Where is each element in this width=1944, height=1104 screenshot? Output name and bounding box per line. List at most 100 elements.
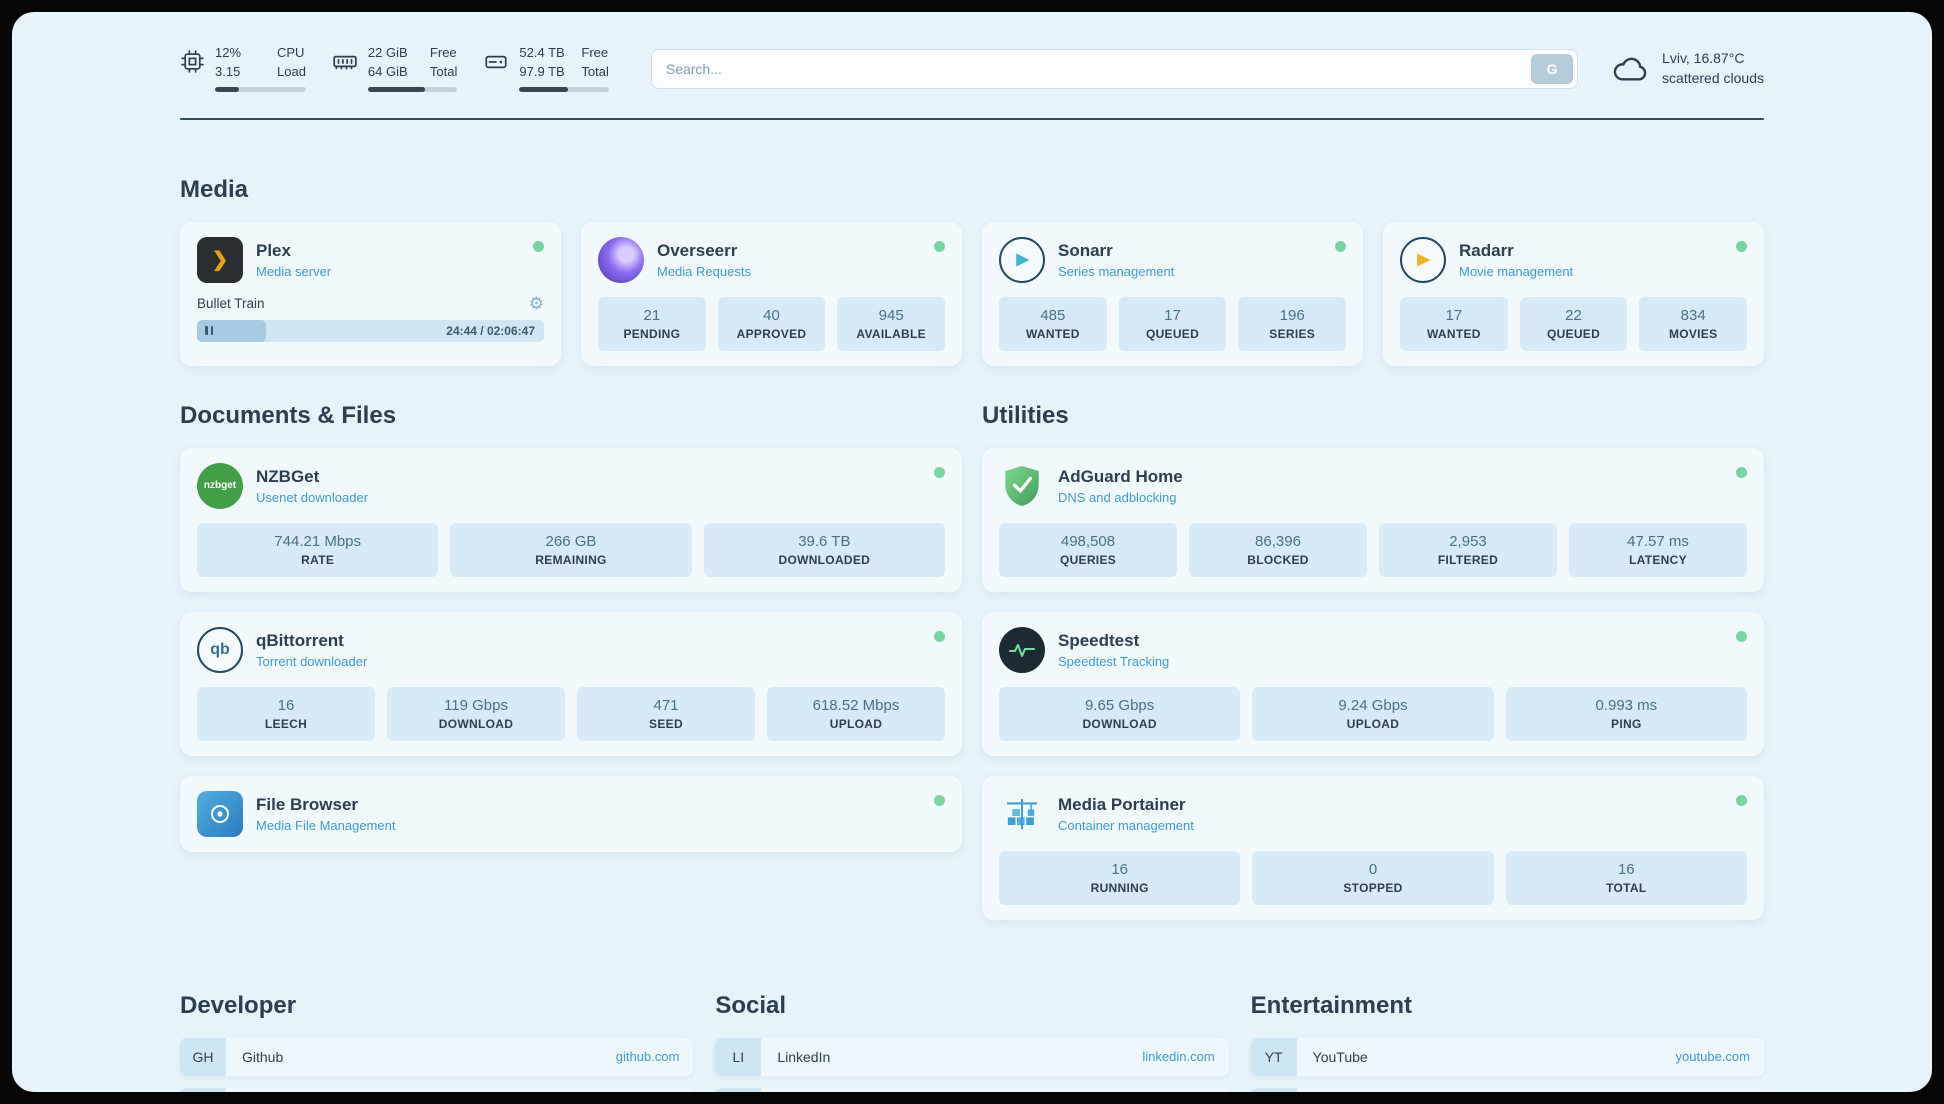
service-subtitle: Media Requests xyxy=(657,263,751,279)
service-card-portainer[interactable]: Media Portainer Container management 16 … xyxy=(982,775,1764,920)
cpu-load-label: Load xyxy=(277,63,306,79)
status-dot xyxy=(934,466,945,478)
gear-icon[interactable]: ⚙ xyxy=(528,293,544,313)
filebrowser-icon xyxy=(197,790,243,837)
service-name: NZBGet xyxy=(256,466,320,486)
service-subtitle: Container management xyxy=(1058,817,1194,833)
pause-icon xyxy=(205,326,213,336)
ram-usage-fill xyxy=(367,86,426,92)
link-url: linkedin.com xyxy=(1142,1049,1215,1065)
media-card-grid: ❯ Plex Media server Bullet Train ⚙ xyxy=(180,221,1764,366)
service-subtitle: Usenet downloader xyxy=(256,489,369,505)
disk-free-label: Free xyxy=(581,45,609,60)
service-card-adguard[interactable]: AdGuard Home DNS and adblocking 498,508 … xyxy=(982,447,1764,592)
service-card-nzbget[interactable]: nzbget NZBGet Usenet downloader 744.21 M… xyxy=(180,447,962,592)
stat-pending: 21 PENDING xyxy=(598,296,706,351)
status-dot xyxy=(934,630,945,642)
link-abbr: TW xyxy=(715,1087,762,1092)
link-youtube[interactable]: YT YouTube youtube.com xyxy=(1250,1037,1764,1076)
nzbget-icon: nzbget xyxy=(197,462,243,509)
stat-queries: 498,508 QUERIES xyxy=(999,522,1177,577)
status-dot xyxy=(1736,466,1747,478)
service-name: Sonarr xyxy=(1058,240,1113,260)
stat-upload: 618.52 Mbps UPLOAD xyxy=(767,686,945,741)
service-card-qbittorrent[interactable]: qb qBittorrent Torrent downloader 16 LEE… xyxy=(180,611,962,756)
stat-latency: 47.57 ms LATENCY xyxy=(1569,522,1747,577)
status-dot xyxy=(934,240,945,252)
service-card-radarr[interactable]: Radarr Movie management 17 WANTED 22 QUE… xyxy=(1383,221,1764,366)
cloud-icon xyxy=(1612,54,1650,84)
link-abbr: NF xyxy=(1250,1087,1297,1092)
stat-download: 119 Gbps DOWNLOAD xyxy=(387,686,565,741)
stat-available: 945 AVAILABLE xyxy=(837,296,946,351)
qbittorrent-icon: qb xyxy=(197,626,243,673)
topbar: 12% 3.15 CPU Load xyxy=(180,45,1764,92)
service-subtitle: Speedtest Tracking xyxy=(1058,653,1170,669)
developer-column: Developer GH Github github.com SO StackO… xyxy=(180,991,694,1092)
service-name: qBittorrent xyxy=(256,630,344,650)
service-card-filebrowser[interactable]: File Browser Media File Management xyxy=(180,775,962,852)
service-subtitle: DNS and adblocking xyxy=(1058,489,1177,505)
link-url: github.com xyxy=(615,1049,680,1065)
stat-movies: 834 MOVIES xyxy=(1639,296,1748,351)
link-abbr: YT xyxy=(1250,1037,1297,1076)
service-name: AdGuard Home xyxy=(1058,466,1183,486)
section-title-developer: Developer xyxy=(180,991,297,1019)
service-card-speedtest[interactable]: Speedtest Speedtest Tracking 9.65 Gbps D… xyxy=(982,611,1764,756)
link-github[interactable]: GH Github github.com xyxy=(180,1037,694,1076)
disk-total-value: 97.9 TB xyxy=(519,63,565,79)
ram-total-label: Total xyxy=(429,63,458,79)
link-abbr: LI xyxy=(715,1037,762,1076)
ram-free-value: 22 GiB xyxy=(367,45,408,60)
overseerr-icon xyxy=(598,236,644,283)
weather-widget: Lviv, 16.87°C scattered clouds xyxy=(1612,49,1764,88)
ram-total-value: 64 GiB xyxy=(367,63,408,79)
status-dot xyxy=(934,794,945,806)
stat-approved: 40 APPROVED xyxy=(717,296,826,351)
link-linkedin[interactable]: LI LinkedIn linkedin.com xyxy=(715,1037,1229,1076)
link-netflix[interactable]: NF Netflix netflix.com xyxy=(1250,1087,1764,1092)
stat-blocked: 86,396 BLOCKED xyxy=(1189,522,1367,577)
status-dot xyxy=(1736,630,1747,642)
stat-stopped: 0 STOPPED xyxy=(1252,850,1494,905)
service-subtitle: Series management xyxy=(1058,263,1175,279)
stat-downloaded: 39.6 TB DOWNLOADED xyxy=(703,522,945,577)
search-provider-button[interactable]: G xyxy=(1531,53,1574,84)
stat-wanted: 17 WANTED xyxy=(1400,296,1508,351)
service-card-overseerr[interactable]: Overseerr Media Requests 21 PENDING 40 A… xyxy=(581,221,962,366)
link-twitter[interactable]: TW Twitter twitter.com xyxy=(715,1087,1229,1092)
disk-widget: 52.4 TB 97.9 TB Free Total xyxy=(483,45,609,92)
sonarr-icon xyxy=(999,236,1045,283)
disk-usage-fill xyxy=(519,86,568,92)
stat-download: 9.65 Gbps DOWNLOAD xyxy=(999,686,1241,741)
cpu-label: CPU xyxy=(277,45,305,60)
disk-free-value: 52.4 TB xyxy=(519,45,565,60)
cpu-usage-bar xyxy=(215,86,306,92)
status-dot xyxy=(1736,794,1747,806)
ram-usage-bar xyxy=(367,86,458,92)
link-stackoverflow[interactable]: SO StackOverflow stackoverflow.com xyxy=(180,1087,694,1092)
plex-now-playing: Bullet Train ⚙ 24:44 / 02:06:47 xyxy=(197,295,544,342)
status-dot xyxy=(1335,240,1346,252)
service-card-sonarr[interactable]: Sonarr Series management 485 WANTED 17 Q… xyxy=(982,221,1363,366)
service-name: File Browser xyxy=(256,794,359,814)
link-abbr: SO xyxy=(180,1087,226,1092)
cpu-load-value: 3.15 xyxy=(215,63,241,79)
adguard-icon xyxy=(999,463,1045,509)
stat-rate: 744.21 Mbps RATE xyxy=(197,522,439,577)
stat-total: 16 TOTAL xyxy=(1505,850,1747,905)
link-name: LinkedIn xyxy=(777,1048,831,1065)
ram-widget: 22 GiB 64 GiB Free Total xyxy=(332,45,458,92)
link-url: youtube.com xyxy=(1675,1049,1750,1065)
disk-usage-bar xyxy=(519,86,609,92)
status-dot xyxy=(533,240,544,252)
search-input[interactable] xyxy=(650,48,1579,89)
now-playing-title: Bullet Train xyxy=(197,295,265,311)
service-subtitle: Media File Management xyxy=(256,817,396,833)
service-card-plex[interactable]: ❯ Plex Media server Bullet Train ⚙ xyxy=(180,221,561,366)
playback-progress-bar: 24:44 / 02:06:47 xyxy=(197,319,544,342)
plex-icon: ❯ xyxy=(197,236,243,283)
search-bar: G xyxy=(650,48,1579,89)
stat-wanted: 485 WANTED xyxy=(999,296,1107,351)
service-name: Speedtest xyxy=(1058,630,1140,650)
